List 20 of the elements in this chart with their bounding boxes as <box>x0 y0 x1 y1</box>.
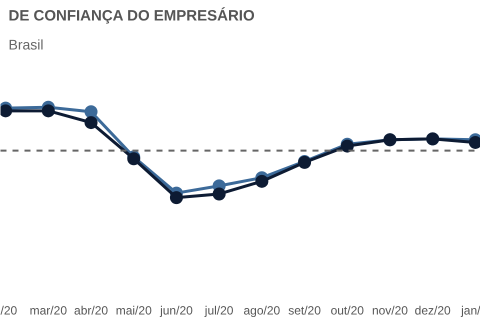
x-tick-label: out/20 <box>330 304 364 318</box>
x-tick-label: mai/20 <box>116 304 152 318</box>
point <box>42 104 55 118</box>
x-tick-label: ago/20 <box>244 304 281 318</box>
x-tick-label: dez/20 <box>414 304 452 318</box>
x-tick-label: mar/20 <box>30 304 68 318</box>
x-tick-label: set/20 <box>288 304 322 318</box>
point <box>255 174 268 188</box>
x-tick-label: /20 <box>0 304 18 318</box>
point <box>84 105 98 118</box>
point <box>84 116 98 130</box>
point <box>212 187 226 200</box>
point <box>0 104 12 118</box>
chart-subtitle: Brasil <box>8 36 44 52</box>
x-tick-label: nov/20 <box>372 304 408 318</box>
chart-title: DE CONFIANÇA DO EMPRESÁRIO <box>8 6 255 24</box>
x-tick-label: jul/20 <box>204 304 234 318</box>
point <box>170 191 183 204</box>
x-tick-label: jun/20 <box>159 304 194 318</box>
x-tick-label: abr/20 <box>74 304 108 318</box>
